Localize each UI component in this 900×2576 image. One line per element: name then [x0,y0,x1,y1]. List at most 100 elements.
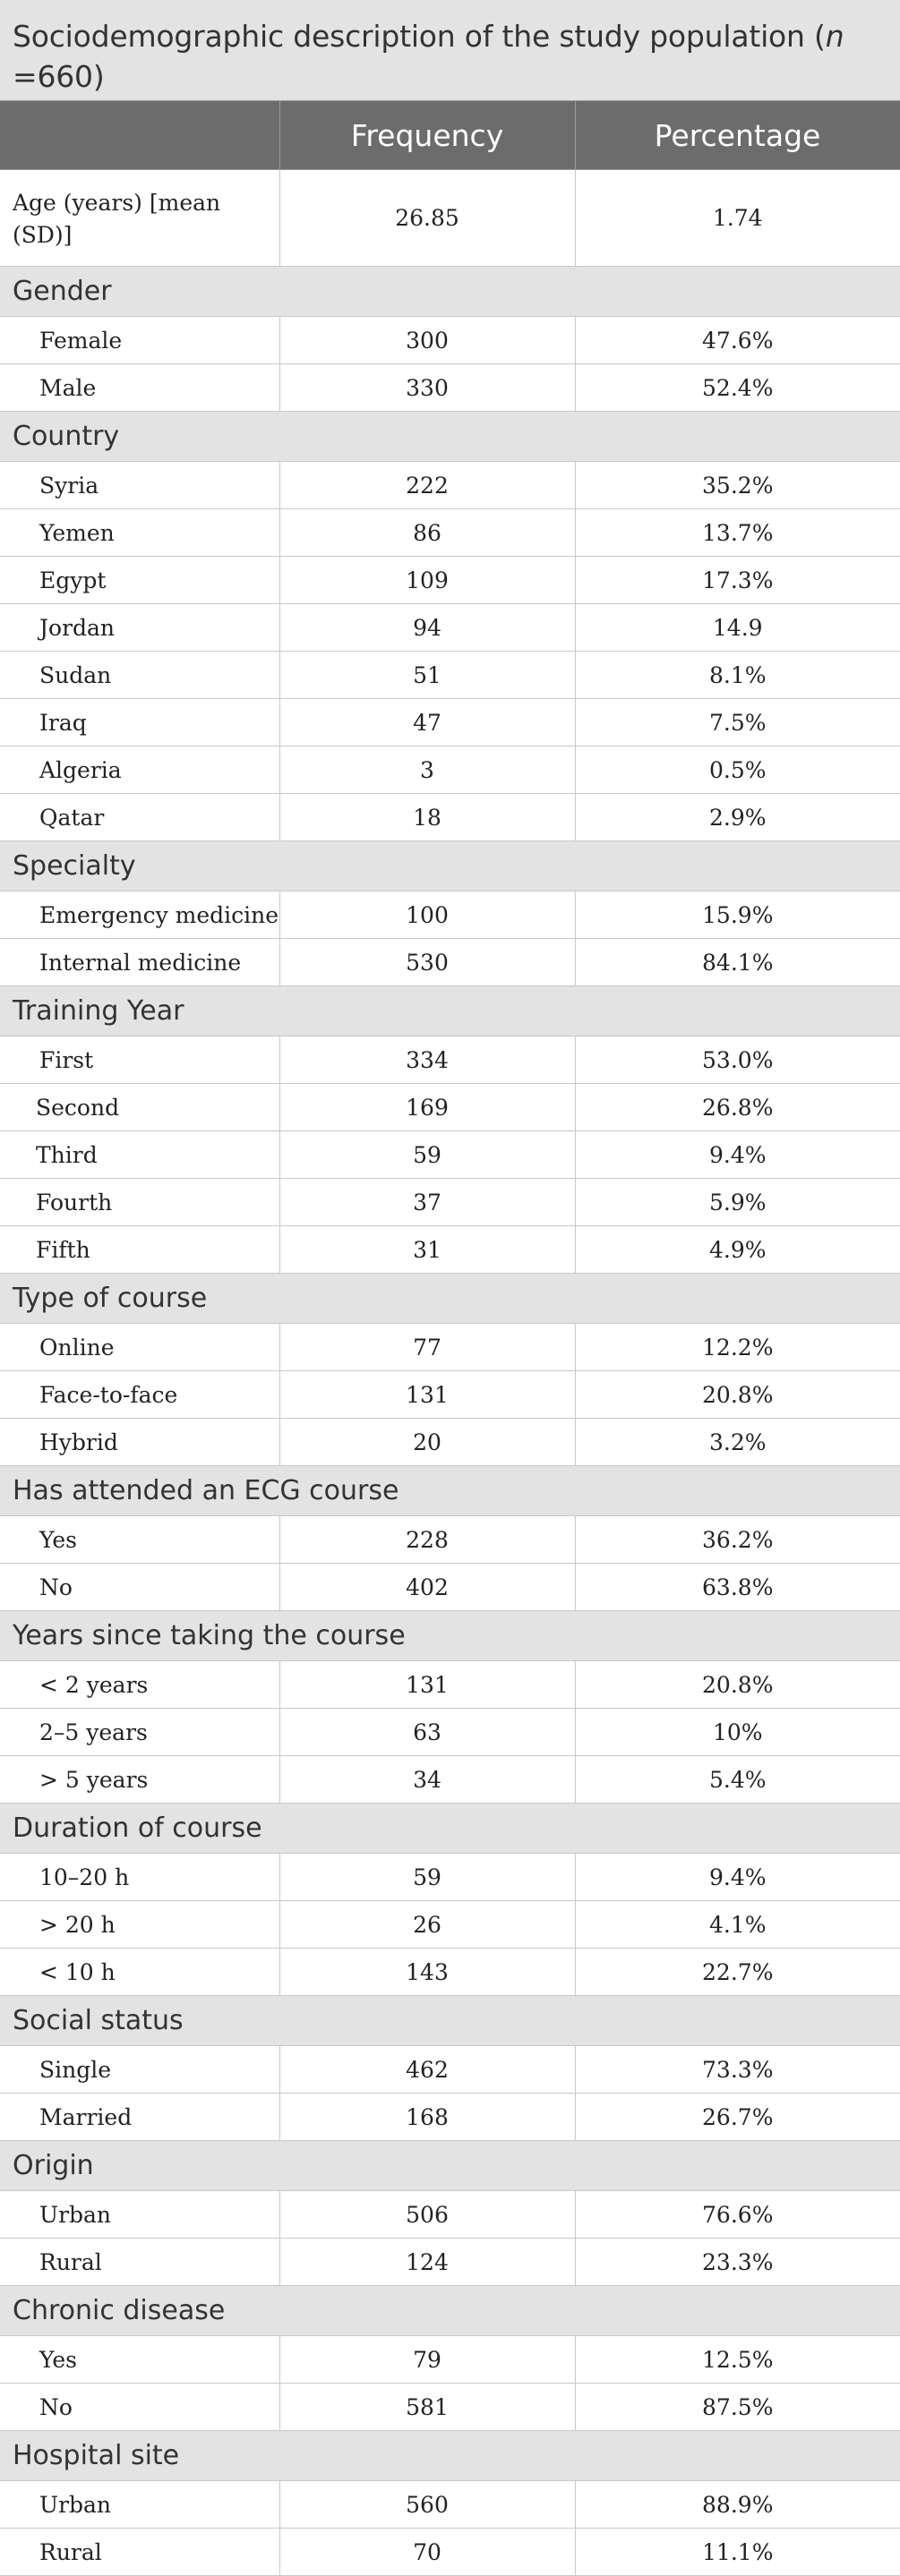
age-mean: 26.85 [279,169,576,267]
row-label: Male [0,363,280,412]
section-heading: Has attended an ECG course [0,1465,900,1516]
table-row: Yes 79 12.5% [0,2335,900,2384]
header-frequency: Frequency [279,100,576,170]
frequency-cell: 20 [279,1418,576,1466]
row-label: Sudan [0,651,280,699]
table-row: Online 77 12.2% [0,1323,900,1371]
section-heading: Duration of course [0,1803,900,1854]
frequency-cell: 143 [279,1948,576,1996]
table-row-age: Age (years) [mean (SD)] 26.85 1.74 [0,169,900,267]
percentage-cell: 63.8% [574,1563,900,1611]
table-row: Rural 124 23.3% [0,2238,900,2286]
frequency-cell: 100 [279,891,576,939]
frequency-cell: 3 [279,746,576,794]
percentage-cell: 3.2% [574,1418,900,1466]
section-row: Years since taking the course [0,1610,900,1661]
frequency-cell: 131 [279,1370,576,1419]
frequency-cell: 131 [279,1660,576,1709]
section-row: Type of course [0,1273,900,1324]
section-row: Hospital site [0,2430,900,2481]
percentage-cell: 2.9% [574,793,900,841]
percentage-cell: 12.5% [574,2335,900,2384]
table-title-n: n [825,19,844,54]
frequency-cell: 47 [279,698,576,746]
table-row: First 334 53.0% [0,1036,900,1084]
table-row: Married 168 26.7% [0,2093,900,2141]
row-label: Rural [0,2528,280,2576]
row-label: Fourth [0,1178,280,1226]
row-label: Syria [0,461,280,509]
percentage-cell: 9.4% [574,1130,900,1179]
table-row: Hybrid 20 3.2% [0,1418,900,1466]
table-row: Emergency medicine 100 15.9% [0,891,900,939]
section-row: Country [0,411,900,462]
table-row: < 2 years 131 20.8% [0,1660,900,1709]
row-label: Married [0,2093,280,2141]
row-label: > 5 years [0,1755,280,1804]
table-row: Fifth 31 4.9% [0,1225,900,1274]
percentage-cell: 8.1% [574,651,900,699]
section-heading: Training Year [0,985,900,1036]
section-heading: Specialty [0,840,900,891]
table-title-suffix: =660) [13,59,105,94]
table-row: Third 59 9.4% [0,1130,900,1179]
percentage-cell: 26.8% [574,1083,900,1131]
percentage-cell: 9.4% [574,1853,900,1901]
table-title: Sociodemographic description of the stud… [0,0,900,100]
percentage-cell: 5.9% [574,1178,900,1226]
percentage-cell: 7.5% [574,698,900,746]
percentage-cell: 23.3% [574,2238,900,2286]
row-label: Hybrid [0,1418,280,1466]
section-row: Has attended an ECG course [0,1465,900,1516]
row-label: Yemen [0,508,280,557]
section-row: Social status [0,1995,900,2046]
frequency-cell: 330 [279,363,576,412]
table-body: Age (years) [mean (SD)] 26.85 1.74 Gende… [0,169,900,2576]
row-label: 2–5 years [0,1708,280,1756]
percentage-cell: 22.7% [574,1948,900,1996]
section-heading: Social status [0,1995,900,2046]
frequency-cell: 59 [279,1853,576,1901]
row-label: No [0,2383,280,2431]
frequency-cell: 124 [279,2238,576,2286]
section-row: Duration of course [0,1803,900,1854]
percentage-cell: 14.9 [574,603,900,652]
frequency-cell: 26 [279,1900,576,1949]
frequency-cell: 86 [279,508,576,557]
header-percentage: Percentage [574,100,900,170]
percentage-cell: 17.3% [574,556,900,604]
row-label: Third [0,1130,280,1179]
header-row: Frequency Percentage [0,100,900,170]
row-label: Online [0,1323,280,1371]
row-label: Egypt [0,556,280,604]
row-label: Single [0,2045,280,2094]
row-label: Fifth [0,1225,280,1274]
table-row: Fourth 37 5.9% [0,1178,900,1226]
row-label: Emergency medicine [0,891,280,939]
row-label: Urban [0,2190,280,2239]
percentage-cell: 73.3% [574,2045,900,2094]
frequency-cell: 59 [279,1130,576,1179]
section-row: Origin [0,2140,900,2191]
percentage-cell: 26.7% [574,2093,900,2141]
row-label: Age (years) [mean (SD)] [0,169,280,267]
table-row: Jordan 94 14.9 [0,603,900,652]
percentage-cell: 11.1% [574,2528,900,2576]
table-row: Egypt 109 17.3% [0,556,900,604]
frequency-cell: 34 [279,1755,576,1804]
table-row: Syria 222 35.2% [0,461,900,509]
frequency-cell: 70 [279,2528,576,2576]
percentage-cell: 76.6% [574,2190,900,2239]
frequency-cell: 530 [279,938,576,986]
frequency-cell: 168 [279,2093,576,2141]
frequency-cell: 228 [279,1515,576,1564]
table-row: Iraq 47 7.5% [0,698,900,746]
section-row: Training Year [0,985,900,1036]
section-heading: Origin [0,2140,900,2191]
percentage-cell: 88.9% [574,2480,900,2529]
table-row: Second 169 26.8% [0,1083,900,1131]
frequency-cell: 94 [279,603,576,652]
percentage-cell: 20.8% [574,1660,900,1709]
frequency-cell: 169 [279,1083,576,1131]
